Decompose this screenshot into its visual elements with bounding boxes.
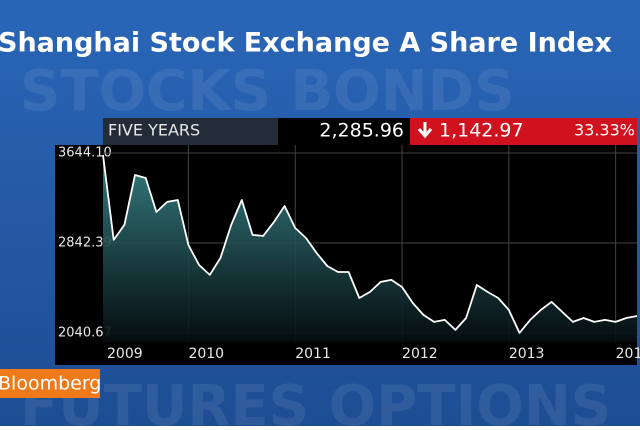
area [103, 155, 637, 342]
period-box [103, 118, 278, 145]
x-tick-label: 2013 [509, 346, 545, 362]
period: FIVE YEARS [108, 121, 200, 140]
down-arrow [417, 122, 433, 139]
change-percent: 33.33% [574, 121, 635, 140]
line [102, 154, 638, 334]
x-tick-label: 2014 [616, 346, 640, 362]
plot: 3644.10 2842.39 2040.67 2009 2010 2011 2012 201… [58, 145, 640, 362]
watermark: STOCKS BONDS [20, 59, 514, 124]
x-tick-label: 2012 [402, 346, 438, 362]
y-tick-label: 2040.67 [58, 325, 112, 340]
price-box [278, 118, 410, 145]
x-tick-label: 2011 [295, 346, 331, 362]
y-tick-label: 3644.10 [58, 145, 112, 160]
watermark: FUTURES OPTIONS [20, 374, 611, 426]
chart-title: Shanghai Stock Exchange A Share Index [0, 28, 612, 59]
brand: Bloomberg [0, 373, 101, 395]
x-tick-label: 2010 [188, 346, 224, 362]
change: 1,142.97 [439, 120, 524, 142]
price: 2,285.96 [319, 120, 404, 142]
brand-box [0, 369, 100, 398]
y-tick-label: 2842.39 [58, 235, 112, 250]
change-box [410, 118, 637, 145]
x-tick-label: 2009 [107, 346, 143, 362]
